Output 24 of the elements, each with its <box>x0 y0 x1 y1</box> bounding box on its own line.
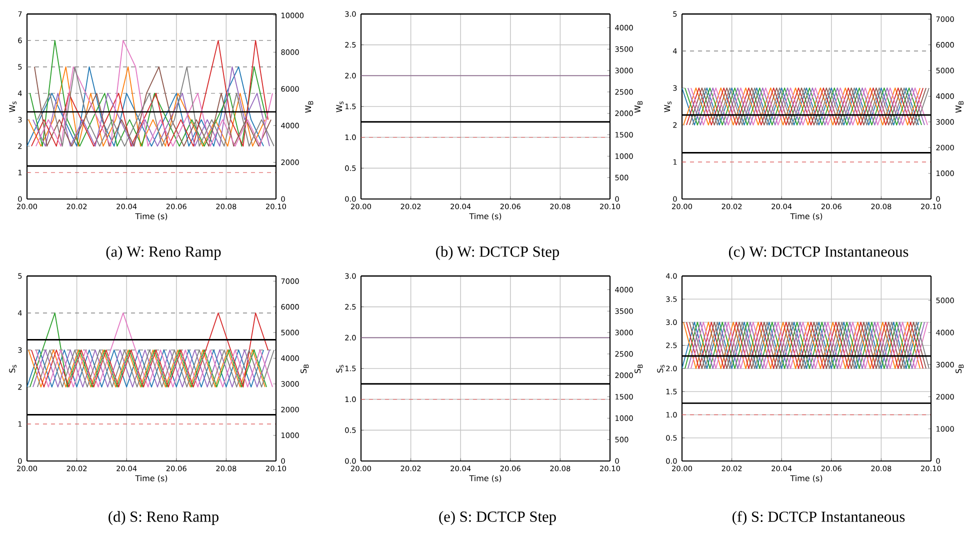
y2-axis-title: W$_{B}$ <box>305 101 314 113</box>
text: (e) S: DCTCP Step <box>439 511 556 525</box>
y2-axis-title: W$_{B}$ <box>956 101 964 113</box>
x-axis-title: Time (s) <box>469 213 502 220</box>
x-axis-title: Time (s) <box>790 213 822 220</box>
y-axis-title: W$_{s}$ <box>9 101 16 112</box>
text: (d) S: Reno Ramp <box>108 511 218 525</box>
y2-axis-title: S$_{B}$ <box>956 364 964 374</box>
y2-axis-title: W$_{B}$ <box>634 101 642 113</box>
y-axis-title: S$_{s}$ <box>336 364 344 373</box>
x-axis-title: Time (s) <box>135 475 168 482</box>
y-axis-title: W$_{s}$ <box>664 101 672 112</box>
y-axis-title: S$_{s}$ <box>657 364 664 373</box>
text: (b) W: DCTCP Step <box>436 246 559 260</box>
text: (f) S: DCTCP Instantaneous <box>732 510 905 526</box>
y2-axis-title: S$_{B}$ <box>634 364 643 374</box>
text: (a) W: Reno Ramp <box>106 246 221 260</box>
x-axis-title: Time (s) <box>790 475 822 482</box>
text: (c) W: DCTCP Instantaneous <box>728 246 908 260</box>
y-axis-title: W$_{s}$ <box>336 101 344 112</box>
y-axis-title: S$_{s}$ <box>9 364 16 373</box>
x-axis-title: Time (s) <box>469 475 502 482</box>
x-axis-title: Time (s) <box>135 213 168 220</box>
y2-axis-title: S$_{B}$ <box>300 364 309 374</box>
